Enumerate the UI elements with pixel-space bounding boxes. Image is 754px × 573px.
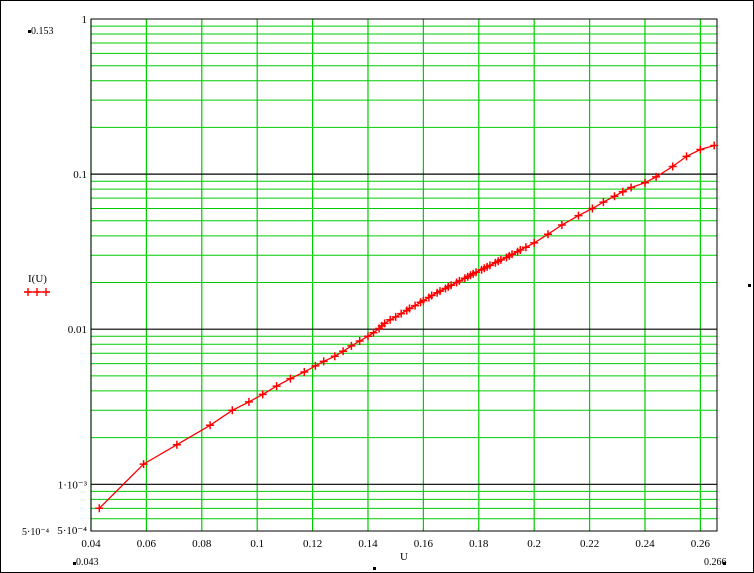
- plot-area-border: [90, 18, 718, 532]
- data-point: [419, 296, 428, 305]
- data-point: [386, 315, 395, 324]
- data-point: [397, 309, 406, 318]
- data-point: [610, 192, 619, 201]
- handle-bottom: [373, 567, 376, 570]
- x-max-marker: 0.266: [704, 557, 727, 568]
- data-point: [355, 337, 364, 345]
- data-point: [347, 341, 356, 350]
- data-point: [516, 246, 525, 254]
- handle-bottom-left: [73, 562, 76, 565]
- data-point: [339, 347, 348, 356]
- data-point: [447, 281, 456, 290]
- data-point: [206, 421, 215, 430]
- data-point: [682, 152, 691, 161]
- data-point: [574, 211, 583, 220]
- data-point: [599, 198, 608, 207]
- data-point: [436, 287, 444, 296]
- data-point: [544, 230, 552, 239]
- x-tick-label: 0.16: [414, 538, 434, 550]
- data-point: [557, 221, 566, 229]
- data-point: [258, 390, 267, 399]
- data-point: [330, 352, 339, 361]
- data-point: [286, 374, 295, 383]
- data-point: [508, 250, 516, 259]
- data-point: [455, 276, 464, 285]
- data-point: [641, 178, 649, 187]
- data-point: [139, 460, 148, 469]
- tick-labels: 0.04 0.06 0.08 0.1 0.12 0.14 0.16 0.18 0.2 0.22 0.…: [57, 14, 710, 550]
- x-tick-label: 0.24: [635, 538, 655, 550]
- data-point: [311, 361, 320, 370]
- x-tick-label: 0.26: [691, 538, 711, 550]
- x-tick-label: 0.08: [192, 538, 212, 550]
- legend-symbol: [24, 288, 50, 296]
- x-axis-label: U: [400, 551, 408, 563]
- x-tick-label: 0.1: [250, 538, 264, 550]
- data-point: [696, 145, 705, 154]
- data-point: [668, 162, 677, 171]
- data-point: [485, 261, 494, 270]
- data-point: [496, 255, 505, 264]
- data-point: [272, 382, 281, 391]
- data-point: [172, 440, 181, 449]
- y-max-marker: 0.153: [31, 26, 54, 37]
- data-point: [405, 304, 414, 313]
- x-tick-label: 0.18: [469, 538, 489, 550]
- data-point: [588, 204, 597, 213]
- data-point: [618, 187, 627, 196]
- x-tick-label: 0.04: [81, 538, 101, 550]
- x-tick-label: 0.06: [137, 538, 157, 550]
- y-axis-label: I(U): [28, 273, 47, 285]
- data-point: [364, 332, 372, 341]
- handle-right: [748, 284, 751, 287]
- data-point: [244, 397, 253, 406]
- data-point: [652, 172, 661, 181]
- x-tick-label: 0.22: [580, 538, 599, 550]
- data-point: [530, 238, 539, 247]
- grid: [90, 19, 717, 532]
- data-point: [710, 141, 719, 150]
- data-point: [411, 301, 420, 310]
- x-tick-label: 0.12: [303, 538, 322, 550]
- data-point: [627, 183, 636, 192]
- series-line: [98, 144, 715, 509]
- handle-top-left: [28, 30, 31, 33]
- data-point: [95, 504, 104, 513]
- y-tick-label: 1: [82, 14, 88, 26]
- x-tick-label: 0.2: [527, 538, 541, 550]
- y-min-marker: 5·10⁻⁴: [22, 527, 50, 538]
- data-point: [228, 406, 237, 415]
- data-point: [369, 328, 378, 337]
- data-point: [472, 268, 480, 277]
- y-tick-label: 0.1: [73, 169, 87, 181]
- y-tick-label: 5·10⁻⁴: [57, 525, 87, 537]
- data-point: [319, 357, 328, 366]
- y-tick-label: 0.01: [68, 324, 87, 336]
- data-point: [391, 312, 400, 321]
- y-tick-label: 1·10⁻³: [58, 479, 88, 491]
- data-point: [380, 319, 389, 328]
- x-tick-label: 0.14: [358, 538, 378, 550]
- x-min-marker: 0.043: [76, 557, 99, 568]
- data-point: [300, 368, 309, 376]
- data-point: [427, 291, 436, 300]
- series-group: [95, 141, 719, 513]
- handle-bottom-right: [723, 562, 726, 565]
- data-point: [521, 243, 530, 252]
